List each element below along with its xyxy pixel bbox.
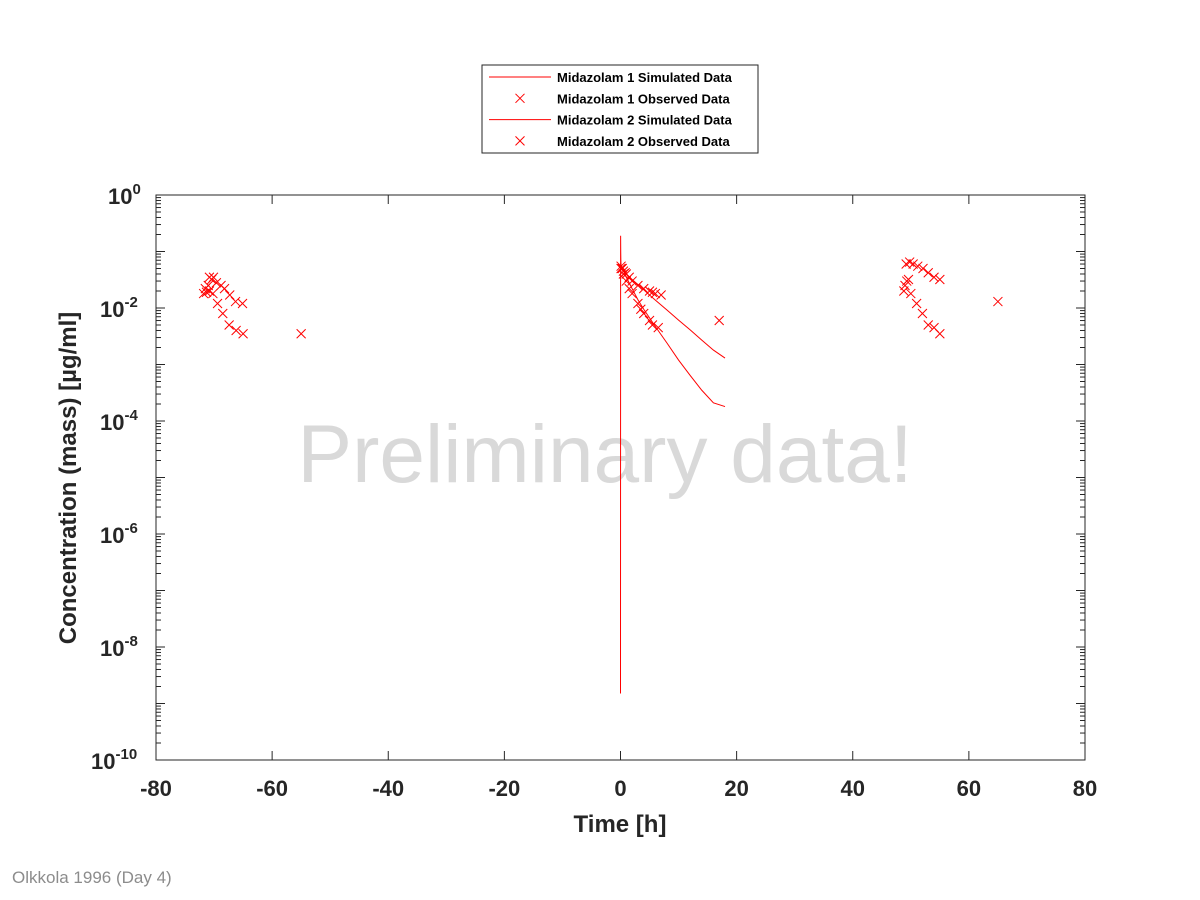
y-tick-label-base: 10 [91,749,115,774]
y-tick-label-exponent: -6 [124,520,137,537]
observed-point [638,308,649,319]
y-tick-label: 10-4 [100,407,138,435]
y-tick-label: 100 [108,181,141,209]
observed-point [633,298,643,309]
y-tick-label-base: 10 [100,410,124,435]
observed-point [911,298,922,309]
observed-point [208,288,218,299]
observed-point [217,308,228,319]
y-tick-label-base: 10 [100,523,124,548]
y-tick-label-exponent: -2 [124,294,137,311]
data-series [198,235,1003,694]
observed-point [934,274,945,285]
y-tick-label-exponent: -10 [115,746,137,763]
observed-point [912,261,923,272]
x-tick-label: 20 [724,776,748,801]
observed-point [633,280,643,291]
legend-box [481,64,759,154]
observed-point [644,286,655,296]
x-tick-label: -80 [140,776,172,801]
x-tick-label: 60 [957,776,981,801]
observed-point [714,315,725,326]
x-tick-label: -60 [256,776,288,801]
observed-point [224,290,235,300]
observed-point [644,315,655,326]
axis-labels: Time [h] Concentration (mass) [µg/ml] [55,312,666,838]
observed-point [653,322,664,333]
legend-entry-label: Midazolam 1 Observed Data [557,91,730,106]
observed-point [934,328,945,339]
observed-point [618,269,629,279]
observed-point [638,283,649,294]
y-axis-title: Concentration (mass) [µg/ml] [55,312,82,645]
observed-point [923,320,934,330]
observed-point [296,328,307,339]
legend-entry-label: Midazolam 2 Observed Data [557,134,730,149]
axis-ticks: -80 -60 -40 -20 0 20 40 60 8010010-210-410-610-8… [91,181,1097,801]
observed-point [903,274,914,285]
observed-point [918,263,928,274]
y-tick-label: 10-8 [100,633,138,661]
legend-entry-label: Midazolam 2 Simulated Data [557,113,733,128]
observed-point [627,288,637,299]
observed-point [929,272,939,283]
observed-point [993,296,1003,307]
observed-point [917,308,928,319]
watermark-layer: Preliminary data! [297,409,912,500]
x-tick-label: 0 [614,776,626,801]
observed-point [624,283,635,294]
preliminary-watermark: Preliminary data! [297,409,912,500]
observed-point [237,298,248,309]
legend-entry-label: Midazolam 1 Simulated Data [557,70,733,85]
y-tick-label-base: 10 [108,184,132,209]
observed-point [635,304,646,315]
y-tick-label: 10-6 [100,520,138,548]
x-tick-label: 40 [841,776,865,801]
observed-point [923,267,934,278]
observed-point [647,320,658,330]
legend-marker-swatch [515,136,525,146]
y-tick-label-exponent: 0 [132,181,140,198]
x-tick-label: -20 [488,776,520,801]
y-tick-label: 10-10 [91,746,137,774]
legend-marker-swatch [515,93,525,104]
observed-point [212,298,223,309]
observed-point [230,296,241,307]
observed-point [905,288,916,299]
y-tick-label-base: 10 [100,636,124,661]
observed-point [219,283,230,294]
y-tick-label-exponent: -8 [124,633,137,650]
observed-point [647,287,658,298]
y-tick-label-exponent: -4 [124,407,138,424]
observed-point [650,288,661,299]
figure-footnote: Olkkola 1996 (Day 4) [12,868,172,887]
y-tick-label: 10-2 [100,294,138,322]
observed-point [616,263,626,274]
observed-point [224,320,235,330]
x-tick-label: 80 [1073,776,1097,801]
observed-point [238,328,248,339]
observed-point [201,287,212,298]
observed-point [208,272,219,283]
observed-point [621,276,632,286]
observed-point [211,277,222,288]
x-tick-label: -40 [372,776,404,801]
observed-point [231,325,241,336]
x-axis-title: Time [h] [574,811,667,838]
y-tick-label-base: 10 [100,297,124,322]
observed-point [908,259,918,269]
observed-point [656,290,666,300]
legend: Midazolam 1 Simulated Data Midazolam 1 Ob… [481,64,759,154]
